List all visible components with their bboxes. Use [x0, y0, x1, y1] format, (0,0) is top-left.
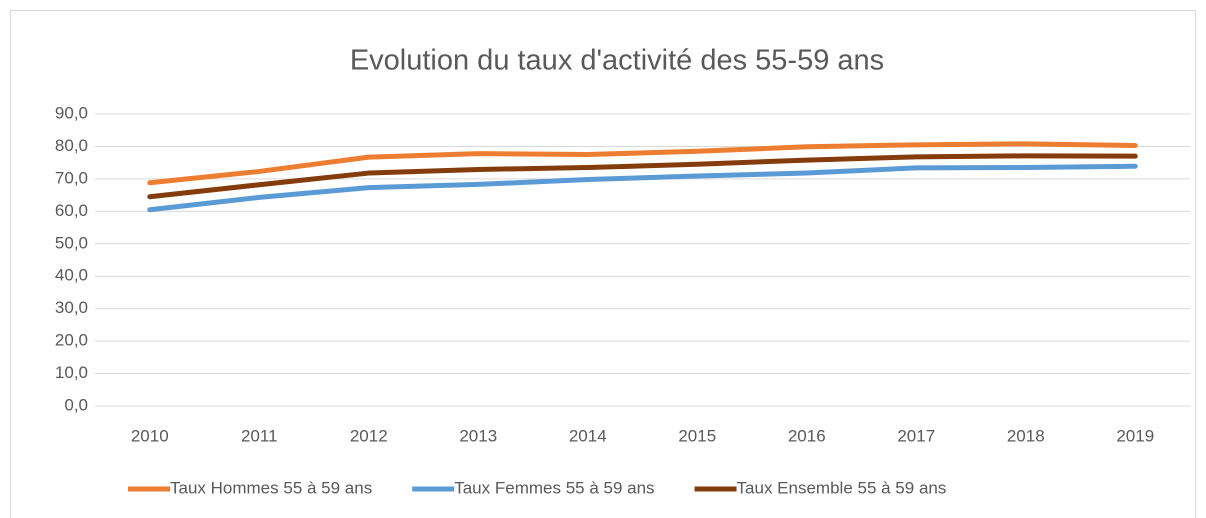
x-tick-label: 2010	[131, 426, 169, 445]
legend-label: Taux Hommes 55 à 59 ans	[170, 478, 372, 497]
series-line	[147, 163, 1138, 213]
legend-label: Taux Femmes 55 à 59 ans	[454, 478, 654, 497]
x-tick-label: 2013	[459, 426, 497, 445]
y-tick-label: 30,0	[55, 298, 88, 317]
x-tick-label: 2016	[788, 426, 826, 445]
y-tick-label: 0,0	[64, 395, 88, 414]
x-tick-label: 2019	[1116, 426, 1154, 445]
x-tick-label: 2018	[1007, 426, 1045, 445]
x-tick-label: 2015	[678, 426, 716, 445]
legend-label: Taux Ensemble 55 à 59 ans	[737, 478, 947, 497]
y-tick-label: 70,0	[55, 168, 88, 187]
x-tick-label: 2014	[569, 426, 607, 445]
y-tick-label: 20,0	[55, 331, 88, 350]
chart-frame	[10, 10, 1196, 518]
series-line	[147, 141, 1138, 186]
y-tick-label: 60,0	[55, 201, 88, 220]
y-tick-label: 40,0	[55, 266, 88, 285]
y-tick-label: 50,0	[55, 233, 88, 252]
x-tick-label: 2012	[350, 426, 388, 445]
y-tick-label: 10,0	[55, 363, 88, 382]
chart-title: Evolution du taux d'activité des 55-59 a…	[350, 45, 884, 77]
x-tick-label: 2011	[241, 426, 278, 445]
x-tick-label: 2017	[897, 426, 935, 445]
series-line	[147, 153, 1138, 200]
y-tick-label: 90,0	[55, 103, 88, 122]
y-tick-label: 80,0	[55, 136, 88, 155]
